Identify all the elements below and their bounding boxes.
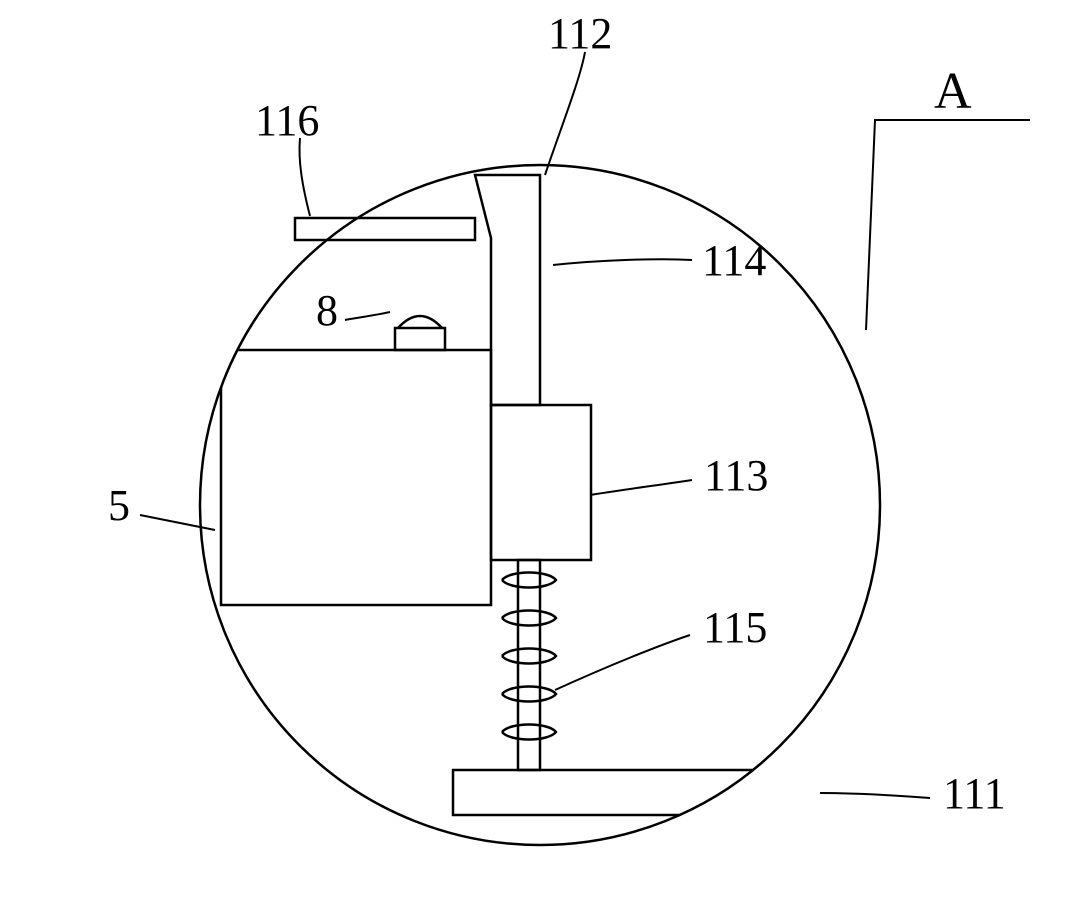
label-A: A <box>934 63 972 120</box>
upright-114 <box>475 175 540 405</box>
left-block <box>221 350 491 605</box>
label-top_116: 116 <box>255 96 319 145</box>
label-l111: 111 <box>943 769 1006 818</box>
lead_8 <box>345 312 390 320</box>
knob-8-base <box>395 328 445 350</box>
lead_5 <box>140 515 215 530</box>
spring-coil <box>502 649 556 664</box>
spring-coil <box>502 611 556 626</box>
lead_114 <box>553 259 692 265</box>
label-l114: 114 <box>702 236 766 285</box>
lead_112 <box>545 52 585 175</box>
knob-8-cap <box>398 316 442 328</box>
label-l115: 115 <box>703 603 767 652</box>
spring-coil <box>502 725 556 740</box>
spring-coil <box>502 687 556 702</box>
label-l5: 5 <box>108 481 130 530</box>
spring-coil <box>502 573 556 588</box>
lead_111 <box>820 793 930 798</box>
label-l8: 8 <box>316 286 338 335</box>
label-l113: 113 <box>704 451 768 500</box>
base-plate-111 <box>453 770 813 815</box>
label-top_112: 112 <box>548 9 612 58</box>
lead_115 <box>555 635 690 690</box>
block-113 <box>491 405 591 560</box>
lead_113 <box>590 480 692 495</box>
tab-116 <box>295 218 475 240</box>
lead_A <box>866 120 1030 330</box>
lead_116 <box>299 138 310 216</box>
